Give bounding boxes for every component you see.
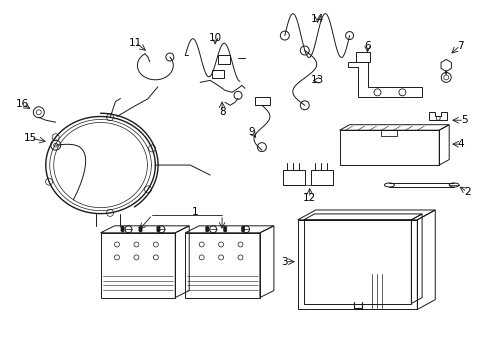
Text: 3: 3 [281,257,287,267]
Text: 9: 9 [248,127,255,137]
Circle shape [223,226,226,230]
Circle shape [241,229,244,232]
Text: 12: 12 [303,193,316,203]
Text: 11: 11 [128,37,142,48]
Circle shape [223,229,226,232]
Text: 5: 5 [460,115,467,125]
Circle shape [139,226,142,230]
Circle shape [241,226,244,230]
Text: 6: 6 [364,41,370,50]
Text: 14: 14 [310,14,324,24]
Text: 16: 16 [16,99,29,109]
Circle shape [156,226,160,230]
Circle shape [121,229,124,232]
Circle shape [205,229,208,232]
Text: 4: 4 [457,139,464,149]
Circle shape [156,229,160,232]
Text: 8: 8 [218,107,225,117]
Circle shape [205,226,208,230]
Text: 10: 10 [208,32,221,42]
Circle shape [121,226,124,230]
Text: 13: 13 [310,75,324,85]
Text: 7: 7 [456,41,463,50]
Text: 1: 1 [191,207,198,217]
Text: 15: 15 [24,133,38,143]
Text: 2: 2 [463,187,469,197]
Circle shape [139,229,142,232]
